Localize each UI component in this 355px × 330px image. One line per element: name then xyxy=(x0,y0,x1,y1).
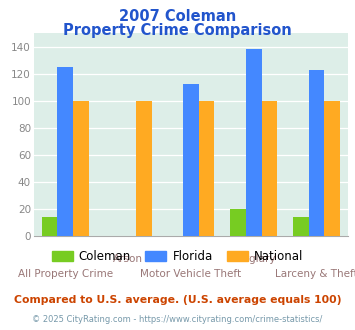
Text: Larceny & Theft: Larceny & Theft xyxy=(275,269,355,279)
Text: © 2025 CityRating.com - https://www.cityrating.com/crime-statistics/: © 2025 CityRating.com - https://www.city… xyxy=(32,315,323,324)
Bar xyxy=(262,101,277,236)
Text: Motor Vehicle Theft: Motor Vehicle Theft xyxy=(140,269,241,279)
Bar xyxy=(183,84,199,236)
Bar xyxy=(308,70,324,236)
Bar xyxy=(246,49,262,236)
Text: Property Crime Comparison: Property Crime Comparison xyxy=(63,23,292,38)
Bar xyxy=(230,209,246,236)
Bar xyxy=(199,101,214,236)
Text: All Property Crime: All Property Crime xyxy=(18,269,113,279)
Legend: Coleman, Florida, National: Coleman, Florida, National xyxy=(52,250,303,263)
Bar xyxy=(324,101,340,236)
Text: Arson: Arson xyxy=(113,254,143,264)
Bar xyxy=(136,101,152,236)
Bar xyxy=(293,217,308,236)
Text: 2007 Coleman: 2007 Coleman xyxy=(119,9,236,24)
Bar xyxy=(42,217,57,236)
Bar xyxy=(57,67,73,236)
Text: Burglary: Burglary xyxy=(231,254,276,264)
Bar xyxy=(73,101,89,236)
Text: Compared to U.S. average. (U.S. average equals 100): Compared to U.S. average. (U.S. average … xyxy=(14,295,341,305)
